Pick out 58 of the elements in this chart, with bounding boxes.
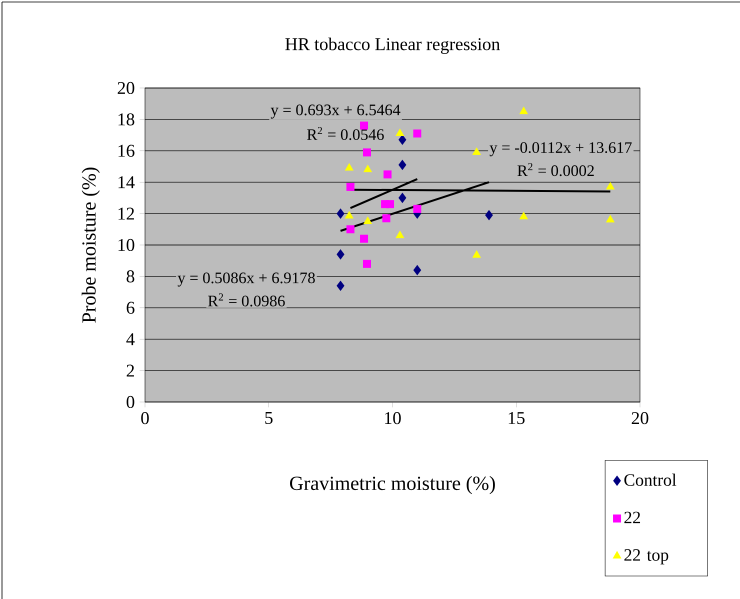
y-tick-label: 2 [126, 364, 134, 377]
point [396, 128, 404, 136]
point [386, 200, 394, 208]
point [384, 170, 392, 178]
point [336, 249, 344, 260]
legend-label: 22 top [624, 549, 668, 564]
point [336, 208, 344, 219]
annotation: R$^{2}$ = 0.0002 [517, 163, 594, 176]
point [382, 214, 390, 222]
point [363, 148, 372, 156]
annotation: R$^{2}$ = 0.0986 [208, 293, 285, 306]
x-tick-label: 15 [508, 412, 525, 424]
y-tick-label: 14 [118, 176, 135, 188]
legend-label: Control [624, 474, 676, 486]
point [413, 204, 422, 213]
y-tick-label: 12 [118, 208, 134, 220]
point [485, 210, 493, 220]
y-tick-label: 6 [126, 302, 134, 314]
x-axis-title: Gravimetric moisture (%) [290, 476, 495, 494]
x-tick-label: 20 [632, 412, 648, 424]
point [519, 212, 528, 220]
x-tick-label: 10 [385, 412, 401, 424]
point [606, 215, 614, 222]
point [364, 164, 372, 172]
annotation: y = 0.5086x + 6.9178 [178, 272, 315, 287]
annotation: y = 0.693x + 6.5464 [270, 104, 400, 119]
point [360, 234, 368, 243]
y-axis-title: Probe moisture (%) [82, 168, 100, 323]
point [344, 163, 354, 171]
point [472, 148, 481, 155]
y-tick-label: 20 [118, 82, 134, 94]
point [344, 211, 354, 218]
y-tick-label: 10 [118, 238, 134, 252]
y-tick-label: 4 [126, 333, 135, 346]
point [472, 250, 481, 258]
point [346, 182, 354, 191]
y-tick-label: 8 [126, 270, 134, 282]
point [346, 225, 354, 234]
annotation: y = -0.0112x + 13.617 [490, 142, 632, 156]
chart-title: HR tobacco Linear regression [285, 38, 500, 54]
point [396, 230, 404, 238]
x-tick-label: 0 [141, 412, 149, 424]
point [363, 260, 372, 268]
point [519, 106, 528, 114]
y-tick-label: 18 [118, 113, 134, 126]
point [606, 182, 614, 190]
point [413, 130, 422, 138]
point [336, 280, 344, 291]
point [398, 134, 406, 145]
point [398, 160, 406, 170]
point [364, 216, 372, 224]
legend-label: 22 [624, 512, 640, 524]
point [398, 192, 406, 203]
y-tick-label: 16 [118, 144, 134, 157]
x-tick-label: 5 [265, 412, 273, 424]
annotation: R$^{2}$ = 0.0546 [307, 126, 384, 140]
point [413, 265, 422, 276]
y-tick-label: 0 [126, 396, 134, 408]
